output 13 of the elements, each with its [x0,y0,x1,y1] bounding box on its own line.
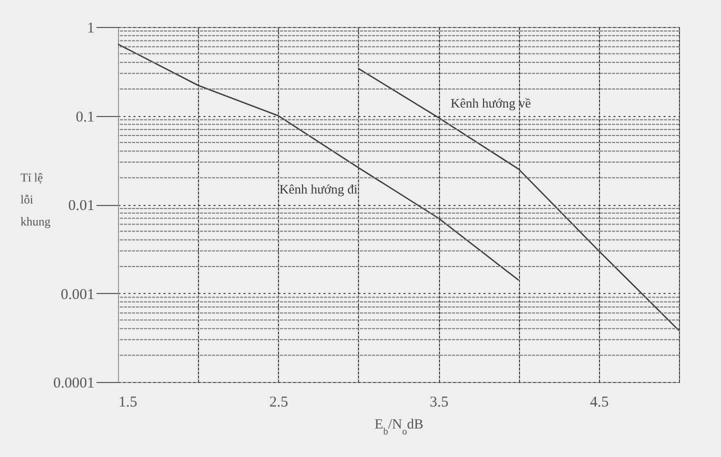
y-tick-label: 1 [87,20,94,36]
x-tick-label: 2.5 [269,394,288,410]
x-tick-label: 4.5 [590,394,609,410]
x-axis-title: E$_{b}$/N$_{o}$dB [374,418,424,437]
y-tick-label: 0.01 [68,198,94,214]
x-tick-label: 1.5 [118,394,138,410]
series-label: Kênh hướng về [450,96,532,111]
y-axis-title: Tỉ lệ lỗi khung [20,170,50,228]
x-tick-label: 3.5 [430,394,448,410]
y-tick-label: 0.1 [76,109,94,126]
y-tick-label: 0.0001 [53,376,94,392]
y-tick-label: 0.001 [60,286,94,303]
series-label: Kênh hướng đi [279,182,358,197]
